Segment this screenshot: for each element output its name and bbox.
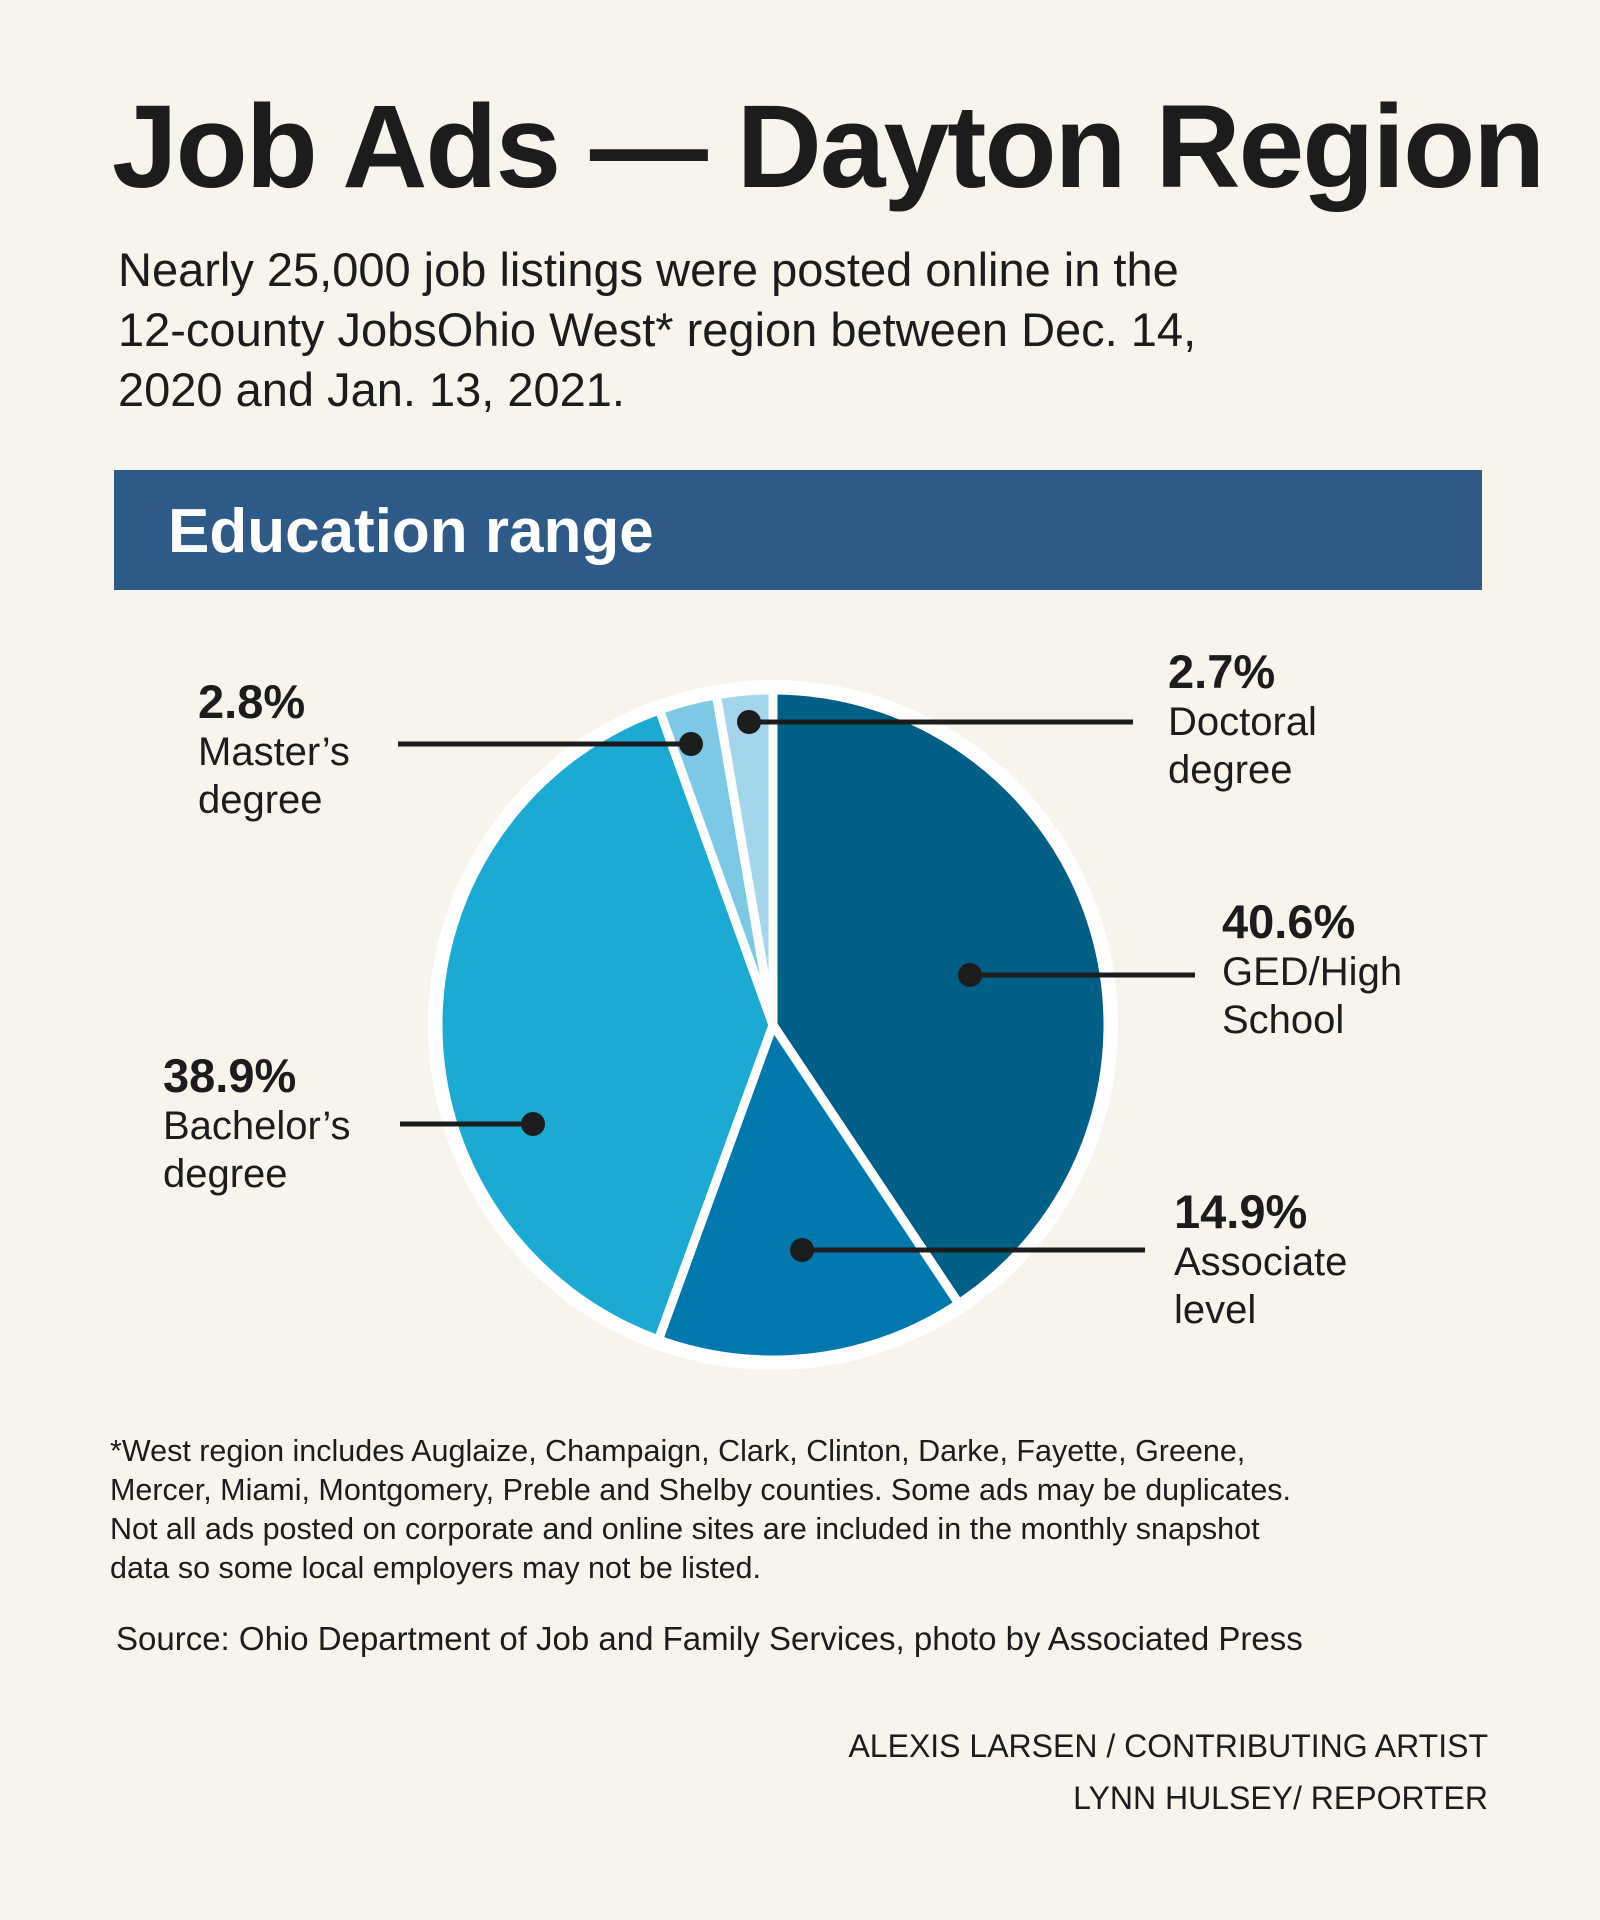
slice-name-line: Master’s: [198, 730, 350, 774]
leader-dot-associate-level: [790, 1238, 814, 1262]
subtitle-line: 2020 and Jan. 13, 2021.: [118, 363, 625, 416]
footnote-line: Not all ads posted on corporate and onli…: [110, 1512, 1260, 1546]
section-banner: Education range: [114, 470, 1482, 590]
slice-name-line: Associate: [1174, 1240, 1348, 1284]
slice-label-associate-level: 14.9% Associate level: [1174, 1186, 1347, 1334]
footnote-line: Mercer, Miami, Montgomery, Preble and Sh…: [110, 1473, 1292, 1507]
leader-dot-ged-high-school: [958, 963, 982, 987]
subtitle: Nearly 25,000 job listings were posted o…: [118, 240, 1498, 420]
slice-name-line: Bachelor’s: [163, 1104, 351, 1148]
pie-chart: [398, 680, 1195, 1370]
source-note: Source: Ohio Department of Job and Famil…: [116, 1620, 1303, 1657]
slice-name-line: degree: [1168, 748, 1293, 792]
slice-name-line: GED/High: [1222, 950, 1403, 994]
slice-name-line: level: [1174, 1288, 1257, 1332]
slice-label-doctoral-degree: 2.7% Doctoral degree: [1168, 646, 1317, 794]
subtitle-line: 12-county JobsOhio West* region between …: [118, 303, 1197, 356]
slice-name-line: School: [1222, 998, 1345, 1042]
slice-name-line: degree: [163, 1152, 288, 1196]
subtitle-line: Nearly 25,000 job listings were posted o…: [118, 243, 1179, 296]
pie-slice-doctoral-degree: [711, 685, 778, 1030]
credit-line: ALEXIS LARSEN / CONTRIBUTING ARTIST: [848, 1728, 1488, 1764]
credit-line: LYNN HULSEY/ REPORTER: [1073, 1780, 1488, 1816]
slice-name-line: degree: [198, 778, 323, 822]
slice-value-label: 2.7%: [1168, 645, 1276, 698]
slice-value-label: 2.8%: [198, 675, 306, 728]
pie-slice-bachelors-degree: [433, 705, 778, 1345]
slice-value-label: 38.9%: [163, 1049, 297, 1102]
page-title: Job Ads — Dayton Region: [112, 81, 1545, 213]
section-banner-label: Education range: [168, 497, 654, 566]
leader-dot-doctoral-degree: [737, 710, 761, 734]
leader-dot-masters-degree: [679, 732, 703, 756]
slice-label-ged-high-school: 40.6% GED/High School: [1222, 896, 1402, 1044]
slice-label-masters-degree: 2.8% Master’s degree: [198, 676, 350, 824]
slice-value-label: 40.6%: [1222, 895, 1356, 948]
leader-dot-bachelors-degree: [521, 1112, 545, 1136]
credits: ALEXIS LARSEN / CONTRIBUTING ARTIST LYNN…: [848, 1720, 1488, 1824]
footnote-line: data so some local employers may not be …: [110, 1551, 761, 1585]
slice-value-label: 14.9%: [1174, 1185, 1308, 1238]
footnote: *West region includes Auglaize, Champaig…: [110, 1432, 1490, 1588]
footnote-line: *West region includes Auglaize, Champaig…: [110, 1434, 1246, 1468]
pie-slice-associate-level: [653, 1020, 964, 1365]
slice-label-bachelors-degree: 38.9% Bachelor’s degree: [163, 1050, 351, 1198]
slice-name-line: Doctoral: [1168, 700, 1317, 744]
